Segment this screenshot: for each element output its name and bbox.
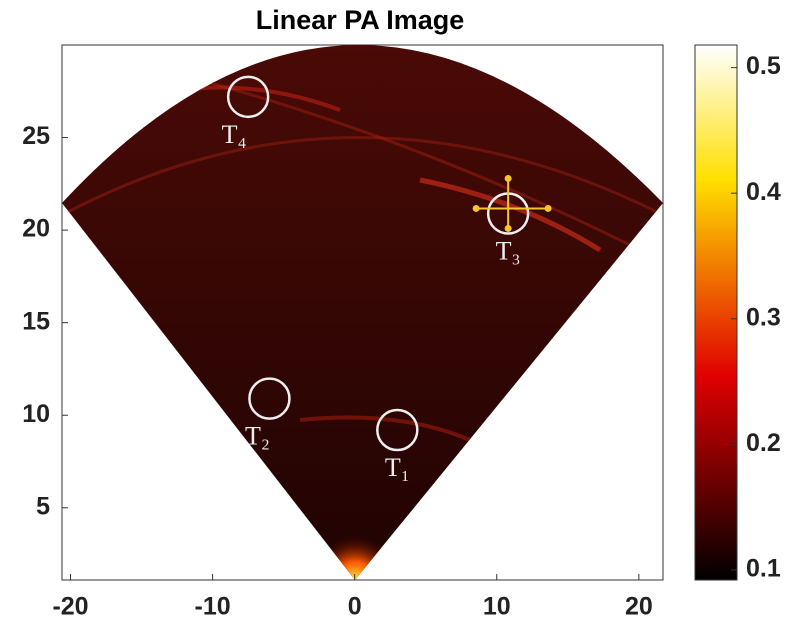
colorbar-tick-label: 0.1 xyxy=(746,555,781,583)
crosshair-dot xyxy=(544,204,552,212)
colorbar-tick-label: 0.5 xyxy=(746,52,781,80)
crosshair-dot xyxy=(472,204,480,212)
x-tick-label: -10 xyxy=(195,593,231,621)
y-tick-label: 5 xyxy=(36,492,50,520)
crosshair-dot xyxy=(504,224,512,232)
colorbar-tick-label: 0.2 xyxy=(746,429,781,457)
target-marker xyxy=(248,377,291,420)
chart-title: Linear PA Image xyxy=(256,5,465,35)
target-label: T₄ xyxy=(222,120,247,149)
target-label: T₁ xyxy=(385,453,410,482)
target-label: T₂ xyxy=(245,422,270,451)
crosshair-dot xyxy=(504,174,512,182)
x-tick-label: -20 xyxy=(52,593,88,621)
x-tick-label: 0 xyxy=(348,593,362,621)
colorbar xyxy=(694,44,738,581)
target-label: T₃ xyxy=(496,236,521,265)
x-tick-label: 20 xyxy=(625,593,653,621)
colorbar-tick-label: 0.3 xyxy=(746,303,781,331)
streak xyxy=(299,415,471,442)
x-tick-label: 10 xyxy=(483,593,511,621)
y-tick-label: 25 xyxy=(22,122,50,150)
colorbar-tick-label: 0.4 xyxy=(746,178,781,206)
streak xyxy=(62,136,663,217)
y-tick-label: 15 xyxy=(22,307,50,335)
y-tick-label: 20 xyxy=(22,215,50,243)
target-marker xyxy=(376,408,419,452)
y-tick-label: 10 xyxy=(22,400,50,428)
target-marker xyxy=(226,75,270,119)
